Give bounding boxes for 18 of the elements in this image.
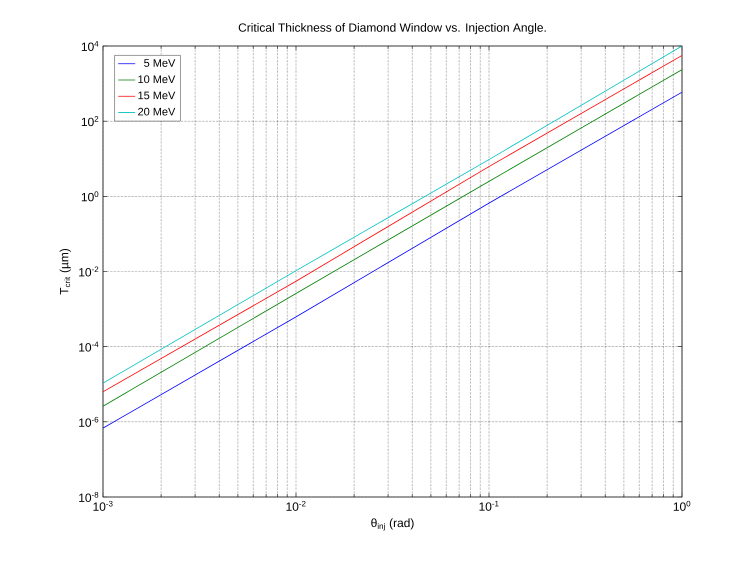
- y-axis-title: T$_{crit}$ (µm): [60, 248, 71, 294]
- y-tick-label: 10$^{-4}$: [79, 342, 98, 352]
- y-tick-label: 10$^{2}$: [82, 116, 98, 126]
- legend-label: 20 MeV: [138, 108, 176, 116]
- y-tick-label: 10$^{0}$: [82, 191, 98, 202]
- legend-label: 15 MeV: [138, 92, 176, 100]
- legend-label: 10 MeV: [138, 75, 176, 84]
- y-tick-label: 10$^{-2}$: [79, 266, 98, 276]
- x-tick-label: 10$^{0}$: [674, 500, 690, 511]
- chart-title: Critical Thickness of Diamond Window vs. Injection Angle.: [238, 23, 546, 34]
- x-axis-title: θ$_{inj}$ (rad): [371, 518, 414, 530]
- y-tick-label: 10$^{-8}$: [79, 492, 98, 502]
- y-tick-label: 10$^{-6}$: [79, 416, 98, 427]
- legend-label: 5 MeV: [144, 59, 176, 67]
- y-tick-label: 10$^{4}$: [82, 41, 98, 51]
- x-tick-label: 10$^{-3}$: [93, 500, 113, 511]
- x-tick-label: 10$^{-1}$: [479, 500, 499, 511]
- x-tick-label: 10$^{-2}$: [286, 500, 306, 511]
